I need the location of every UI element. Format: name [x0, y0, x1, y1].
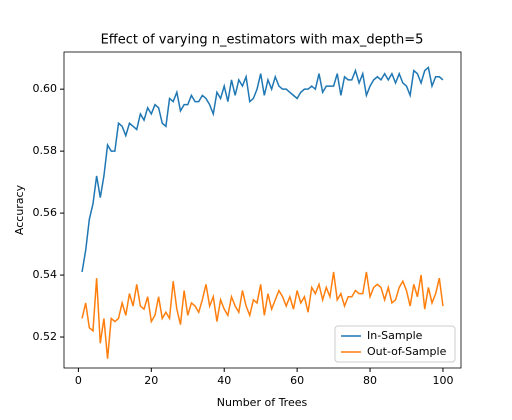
y-tick-label: 0.60	[33, 82, 58, 95]
y-axis-label: Accuracy	[13, 184, 26, 235]
y-tick-label: 0.58	[33, 144, 58, 157]
legend-box	[334, 325, 456, 363]
chart-title: Effect of varying n_estimators with max_…	[101, 33, 424, 48]
x-tick-label: 100	[432, 374, 453, 387]
y-tick-label: 0.52	[33, 330, 58, 343]
x-tick-label: 0	[75, 374, 82, 387]
legend-label: In-Sample	[367, 329, 423, 342]
x-tick-label: 20	[144, 374, 158, 387]
x-axis-label: Number of Trees	[217, 396, 308, 409]
y-tick-label: 0.56	[33, 206, 58, 219]
legend-label: Out-of-Sample	[367, 345, 447, 358]
plot-frame	[63, 51, 462, 369]
series-line	[81, 66, 444, 273]
x-tick-label: 60	[290, 374, 304, 387]
y-tick-label: 0.54	[33, 268, 58, 281]
series-line	[81, 271, 444, 359]
x-tick-label: 80	[363, 374, 377, 387]
x-tick-label: 40	[217, 374, 231, 387]
